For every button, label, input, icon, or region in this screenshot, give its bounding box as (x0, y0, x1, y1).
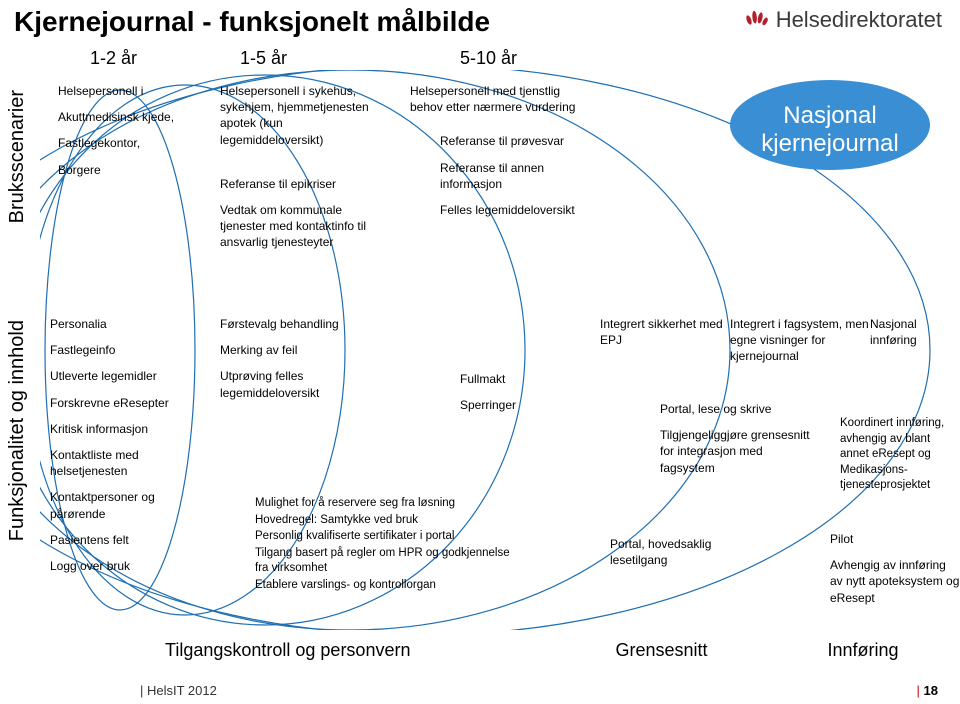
c1b-l3: Utleverte legemidler (50, 368, 200, 384)
section-grensesnitt: Grensesnitt (615, 640, 707, 661)
col1-bot: Personalia Fastlegeinfo Utleverte legemi… (50, 315, 200, 575)
col4-mid-c: Portal, hovedsaklig lesetilgang (610, 535, 760, 569)
c1t-l4: Borgere (58, 162, 178, 178)
col2-top: Helsepersonell i sykehus, sykehjem, hjem… (220, 82, 380, 252)
c3b-l4: Tilgang basert på regler om HPR og godkj… (255, 546, 515, 577)
c1b-l4: Forskrevne eResepter (50, 395, 200, 411)
c4m-l3: Tilgjengeliggjøre grensesnitt for integr… (660, 427, 810, 476)
c3b-l2: Hovedregel: Samtykke ved bruk (255, 513, 515, 529)
col4-mid-a: Integrert i fagsystem, men egne visninge… (730, 315, 870, 366)
c1b-l1: Personalia (50, 316, 200, 332)
section-tilgang: Tilgangskontroll og personvern (165, 640, 410, 661)
footer-left: | HelsIT 2012 (140, 683, 217, 698)
col1-top: Helsepersonell i Akuttmedisinsk kjede, F… (58, 82, 178, 179)
c1b-l8: Pasientens felt (50, 532, 200, 548)
c4m-l2: Portal, lese og skrive (660, 401, 810, 417)
timeline-2: 1-5 år (240, 48, 460, 69)
c5-l2: Koordinert innføring, avhengig av blant … (840, 416, 960, 494)
col3-bot: Mulighet for å reservere seg fra løsning… (255, 495, 515, 594)
brand-logo: Helsedirektoratet (742, 6, 942, 34)
c2t-l3: Vedtak om kommunale tjenester med kontak… (220, 202, 380, 251)
col3-mid: Fullmakt Sperringer (460, 370, 580, 414)
c2b-l1: Førstevalg behandling (220, 316, 370, 332)
footer-page: | 18 (917, 683, 938, 698)
c1b-l7: Kontaktpersoner og pårørende (50, 489, 200, 521)
c1t-l2: Akuttmedisinsk kjede, (58, 109, 178, 125)
c3b-l5: Etablere varslings- og kontrollorgan (255, 578, 515, 594)
section-innforing: Innføring (828, 640, 899, 661)
footer: | HelsIT 2012 | 18 (0, 683, 960, 698)
col3-top: Helsepersonell med tjenstlig behov etter… (410, 82, 590, 219)
timeline-row: 1-2 år 1-5 år 5-10 år (90, 48, 910, 69)
c2b-l3: Utprøving felles legemiddeloversikt (220, 368, 370, 400)
col5-a: Nasjonal innføring (870, 315, 960, 349)
njk-badge: Nasjonal kjernejournal (740, 102, 920, 157)
c3t-l2: Referanse til prøvesvar (440, 133, 590, 149)
c5-l3: Pilot (830, 531, 960, 547)
col4-mid-b: Portal, lese og skrive Tilgjengeliggjøre… (660, 400, 810, 477)
col5-c: Pilot Avhengig av innføring av nytt apot… (830, 530, 960, 607)
side-label-funk: Funksjonalitet og innhold (6, 320, 29, 541)
c3t-l1: Helsepersonell med tjenstlig behov etter… (410, 83, 590, 115)
njk-line2: kjernejournal (740, 130, 920, 158)
njk-line1: Nasjonal (740, 102, 920, 130)
c3b-l1: Mulighet for å reservere seg fra løsning (255, 496, 515, 512)
page-title: Kjernejournal - funksjonelt målbilde (14, 6, 490, 38)
c1b-l6: Kontaktliste med helsetjenesten (50, 447, 200, 479)
c1t-l3: Fastlegekontor, (58, 135, 178, 151)
timeline-1: 1-2 år (90, 48, 240, 69)
c1t-l1: Helsepersonell i (58, 83, 178, 99)
c3t-l3: Referanse til annen informasjon (440, 160, 590, 192)
c2t-l1: Helsepersonell i sykehus, sykehjem, hjem… (220, 83, 380, 148)
c3t-l4: Felles legemiddeloversikt (440, 202, 590, 218)
c3m-l1: Fullmakt (460, 371, 580, 387)
timeline-3: 5-10 år (460, 48, 910, 69)
c5-l1: Nasjonal innføring (870, 316, 960, 348)
c3m-l2: Sperringer (460, 397, 580, 413)
c2b-l2: Merking av feil (220, 342, 370, 358)
diagram-area: Nasjonal kjernejournal Helsepersonell i … (40, 70, 940, 630)
col4-top: Integrert sikkerhet med EPJ (600, 315, 730, 349)
c3b-l3: Personlig kvalifiserte sertifikater i po… (255, 529, 515, 545)
brand-name: Helsedirektoratet (776, 7, 942, 33)
side-label-bruks: Bruksscenarier (6, 90, 29, 223)
c4t-l1: Integrert sikkerhet med EPJ (600, 316, 730, 348)
section-labels: Tilgangskontroll og personvern Grensesni… (40, 640, 940, 661)
c1b-l9: Logg over bruk (50, 558, 200, 574)
c1b-l2: Fastlegeinfo (50, 342, 200, 358)
col2-bot: Førstevalg behandling Merking av feil Ut… (220, 315, 370, 402)
c4m-l4: Portal, hovedsaklig lesetilgang (610, 536, 760, 568)
c5-l4: Avhengig av innføring av nytt apoteksyst… (830, 557, 960, 606)
col5-b: Koordinert innføring, avhengig av blant … (840, 415, 960, 495)
c4m-l1: Integrert i fagsystem, men egne visninge… (730, 316, 870, 365)
logo-icon (742, 6, 770, 34)
c1b-l5: Kritisk informasjon (50, 421, 200, 437)
page-number: 18 (924, 683, 938, 698)
c2t-l2: Referanse til epikriser (220, 176, 380, 192)
